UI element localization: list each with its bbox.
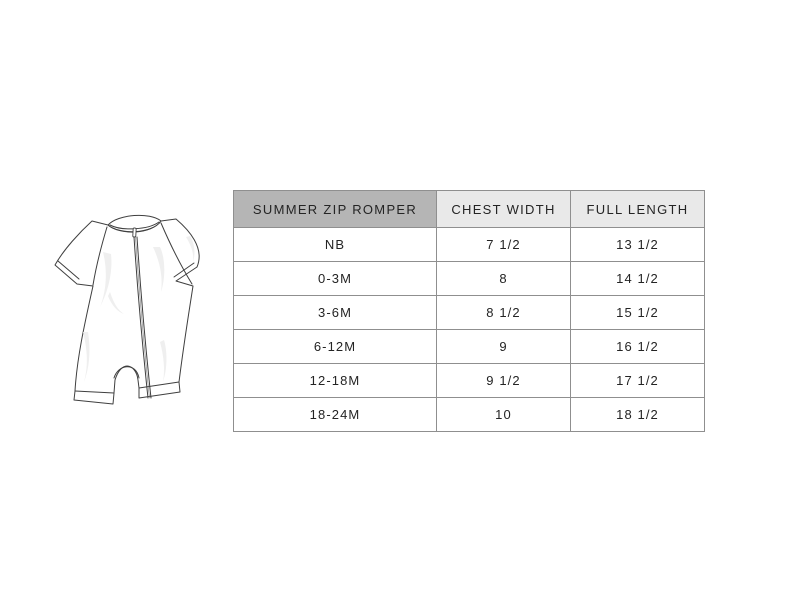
full-length-cell: 15 1/2 (570, 295, 705, 330)
table-header-row: SUMMER ZIP ROMPER CHEST WIDTH FULL LENGT… (233, 190, 705, 228)
full-length-cell: 14 1/2 (570, 261, 705, 296)
chest-width-cell: 9 1/2 (436, 363, 571, 398)
chest-width-cell: 8 1/2 (436, 295, 571, 330)
collar-band (107, 214, 162, 233)
size-cell: 12-18M (233, 363, 437, 398)
table-row: NB 7 1/2 13 1/2 (233, 227, 705, 262)
zipper (132, 227, 152, 399)
table-header-full-length: FULL LENGTH (570, 190, 705, 228)
full-length-cell: 18 1/2 (570, 397, 705, 432)
full-length-cell: 16 1/2 (570, 329, 705, 364)
table-row: 12-18M 9 1/2 17 1/2 (233, 363, 705, 398)
size-cell: 3-6M (233, 295, 437, 330)
zipper-pull-icon (132, 227, 137, 238)
table-header-chest-width: CHEST WIDTH (436, 190, 571, 228)
size-cell: 6-12M (233, 329, 437, 364)
size-chart-table: SUMMER ZIP ROMPER CHEST WIDTH FULL LENGT… (233, 190, 705, 432)
table-row: 0-3M 8 14 1/2 (233, 261, 705, 296)
chest-width-cell: 8 (436, 261, 571, 296)
table-header-product: SUMMER ZIP ROMPER (233, 190, 437, 228)
chest-width-cell: 9 (436, 329, 571, 364)
chest-width-cell: 7 1/2 (436, 227, 571, 262)
hem-seam-right (138, 381, 180, 389)
raglan-seam-left (92, 226, 108, 286)
cuff-seam-left (57, 260, 80, 280)
full-length-cell: 13 1/2 (570, 227, 705, 262)
romper-illustration (48, 192, 220, 424)
table-row: 6-12M 9 16 1/2 (233, 329, 705, 364)
size-cell: 18-24M (233, 397, 437, 432)
size-cell: 0-3M (233, 261, 437, 296)
shading (83, 236, 195, 382)
crotch-seam (113, 366, 140, 379)
cuff-seam-right (173, 262, 195, 278)
hem-seam-left (74, 390, 115, 394)
size-cell: NB (233, 227, 437, 262)
table-row: 18-24M 10 18 1/2 (233, 397, 705, 432)
table-row: 3-6M 8 1/2 15 1/2 (233, 295, 705, 330)
full-length-cell: 17 1/2 (570, 363, 705, 398)
chest-width-cell: 10 (436, 397, 571, 432)
raglan-seam-right (160, 222, 193, 285)
romper-body-outline (54, 218, 200, 405)
